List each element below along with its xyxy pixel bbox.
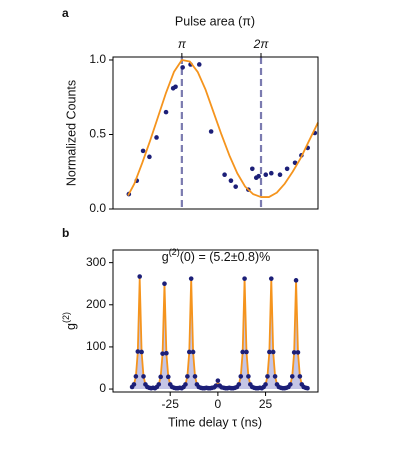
data-point: [186, 349, 192, 355]
data-point: [272, 374, 278, 379]
data-point: [263, 382, 268, 387]
y-tick-label: 0.0: [89, 201, 106, 215]
x2-tick-label: 2π: [253, 37, 270, 51]
data-point: [236, 382, 242, 387]
label-part: g: [64, 323, 78, 330]
data-point: [289, 374, 295, 379]
y-tick-label: 0.5: [89, 127, 106, 141]
x-axis-label: Time delay τ (ns): [168, 415, 262, 429]
data-point: [242, 276, 247, 281]
x2-axis-label: Pulse area (π): [175, 14, 255, 28]
data-point: [215, 378, 221, 383]
x-tick-label: -25: [162, 397, 180, 411]
data-point: [228, 178, 234, 183]
data-point: [269, 170, 274, 176]
x-tick-label: 25: [259, 397, 273, 411]
data-point: [222, 172, 227, 178]
fit-line: [127, 59, 319, 198]
fit-line: [131, 277, 308, 390]
data-point: [141, 374, 146, 379]
plot-frame: [112, 56, 319, 210]
data-point: [166, 374, 171, 380]
data-point: [135, 349, 141, 354]
data-point: [190, 349, 196, 355]
data-point: [188, 276, 194, 281]
data-point: [270, 349, 276, 355]
data-point: [277, 172, 283, 178]
data-point: [233, 184, 238, 189]
data-point: [295, 350, 301, 355]
y-tick-label: 300: [86, 255, 106, 269]
annotation: g(2)(0) = (5.2±0.8)%: [162, 247, 271, 264]
data-point: [163, 109, 169, 115]
data-point: [246, 374, 251, 379]
annotation-part: (2): [169, 247, 180, 257]
data-point: [140, 148, 146, 154]
data-point: [173, 84, 178, 90]
annotation-part: g: [162, 250, 169, 264]
data-point: [305, 385, 310, 391]
data-point: [238, 374, 244, 379]
data-point: [208, 129, 214, 134]
y-axis-label: g(2): [61, 312, 78, 330]
plot-frame: [112, 249, 319, 393]
data-point: [154, 135, 159, 140]
data-point: [240, 349, 245, 355]
data-point: [137, 274, 142, 279]
data-point: [160, 351, 165, 356]
data-point: [291, 350, 297, 355]
data-point: [139, 349, 144, 355]
data-point: [183, 382, 188, 387]
data-point: [284, 166, 290, 172]
data-point: [192, 374, 198, 379]
data-point: [164, 350, 169, 356]
panel-letter: b: [62, 226, 69, 240]
data-point: [133, 374, 139, 379]
label-part: (2): [61, 312, 71, 323]
data-point: [250, 166, 255, 172]
data-point: [213, 383, 219, 388]
data-point: [185, 374, 190, 379]
x-tick-label: 0: [215, 397, 222, 411]
data-point: [263, 172, 269, 178]
panel-letter: a: [62, 6, 69, 20]
data-point: [267, 349, 272, 355]
annotation-part: (0) = (5.2±0.8)%: [180, 250, 271, 264]
data-point: [131, 382, 137, 387]
data-point: [268, 276, 274, 281]
y-axis-label: Normalized Counts: [64, 80, 78, 186]
data-point: [256, 173, 261, 179]
y-tick-label: 1.0: [89, 52, 106, 66]
data-point: [158, 374, 163, 380]
y-tick-label: 100: [86, 339, 106, 353]
y-tick-label: 0: [99, 381, 106, 395]
data-point: [292, 160, 298, 166]
data-point: [265, 374, 270, 379]
y-tick-label: 200: [86, 297, 106, 311]
fit-area: [132, 278, 308, 390]
data-point: [288, 382, 293, 387]
data-point: [147, 154, 152, 160]
data-point: [156, 382, 162, 387]
data-point: [162, 281, 167, 287]
data-point: [293, 278, 299, 283]
data-point: [196, 62, 202, 67]
data-point: [180, 65, 185, 70]
data-point: [244, 349, 249, 355]
data-point: [297, 374, 303, 379]
x2-tick-label: π: [178, 37, 187, 51]
